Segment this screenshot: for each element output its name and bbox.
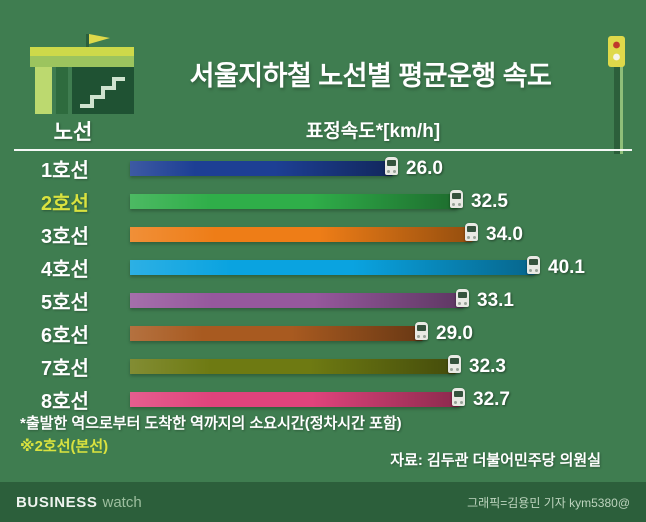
chart-row: 5호선 33.1: [0, 284, 646, 317]
line-label: 7호선: [41, 358, 89, 380]
bar-track: 34.0: [130, 223, 646, 246]
train-icon: [385, 157, 398, 175]
chart-row: 1호선 26.0: [0, 152, 646, 185]
footnote-highlight: ※2호선(본선): [20, 438, 109, 455]
signal-illustration: [608, 36, 625, 154]
train-icon: [450, 190, 463, 208]
bar-track: 32.7: [130, 388, 646, 411]
graphic-credit: 그래픽=김용민 기자 kym5380@: [467, 495, 630, 510]
speed-value: 32.5: [471, 190, 508, 212]
header-divider: [14, 149, 632, 151]
speed-bar: [130, 289, 469, 308]
logo-watch-text: watch: [102, 493, 142, 511]
speed-value: 40.1: [548, 256, 585, 278]
chart-row: 3호선 34.0: [0, 218, 646, 251]
train-icon: [465, 223, 478, 241]
line-label: 4호선: [41, 259, 89, 281]
source-credit: 자료: 김두관 더불어민주당 의원실: [390, 452, 601, 469]
speed-value: 33.1: [477, 289, 514, 311]
train-icon: [456, 289, 469, 307]
train-icon: [448, 355, 461, 373]
logo-business-text: BUSINESS: [16, 493, 98, 511]
train-icon: [452, 388, 465, 406]
line-label: 5호선: [41, 292, 89, 314]
footer-bar: BUSINESS watch 그래픽=김용민 기자 kym5380@: [0, 482, 646, 522]
chart-row: 8호선 32.7: [0, 383, 646, 416]
line-label: 8호선: [41, 391, 89, 413]
train-icon: [415, 322, 428, 340]
speed-value: 32.3: [469, 355, 506, 377]
chart-row: 2호선 32.5: [0, 185, 646, 218]
station-illustration: [30, 34, 134, 114]
line-label: 1호선: [41, 160, 89, 182]
chart-row: 4호선 40.1: [0, 251, 646, 284]
speed-bar: [130, 355, 461, 374]
line-label: 6호선: [41, 325, 89, 347]
footnote: *출발한 역으로부터 도착한 역까지의 소요시간(정차시간 포함): [20, 415, 402, 432]
speed-bar: [130, 157, 398, 176]
column-header-line: 노선: [53, 121, 93, 144]
speed-value: 26.0: [406, 157, 443, 179]
bar-track: 40.1: [130, 256, 646, 279]
bar-track: 33.1: [130, 289, 646, 312]
line-label: 2호선: [41, 193, 89, 215]
bar-track: 26.0: [130, 157, 646, 180]
chart-row: 6호선 29.0: [0, 317, 646, 350]
train-icon: [527, 256, 540, 274]
speed-bar: [130, 223, 478, 242]
column-header-speed: 표정속도*[km/h]: [305, 121, 441, 142]
speed-value: 34.0: [486, 223, 523, 245]
speed-bar: [130, 190, 463, 209]
speed-bar: [130, 322, 428, 341]
speed-value: 29.0: [436, 322, 473, 344]
bar-track: 29.0: [130, 322, 646, 345]
bar-track: 32.3: [130, 355, 646, 378]
speed-bar: [130, 388, 465, 407]
table-header: 노선 표정속도*[km/h]: [0, 116, 646, 146]
page-title: 서울지하철 노선별 평균운행 속도: [189, 61, 552, 91]
businesswatch-logo: BUSINESS watch: [16, 494, 142, 511]
speed-value: 32.7: [473, 388, 510, 410]
speed-bar: [130, 256, 540, 275]
bar-track: 32.5: [130, 190, 646, 213]
chart-rows: 1호선 26.0 2호선 32.5 3호선: [0, 152, 646, 416]
line-label: 3호선: [41, 226, 89, 248]
chart-row: 7호선 32.3: [0, 350, 646, 383]
